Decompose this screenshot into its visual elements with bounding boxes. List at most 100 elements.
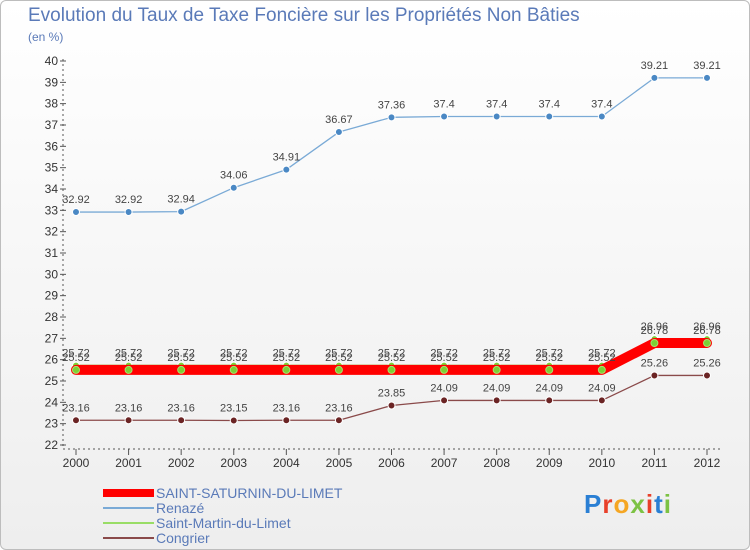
legend: SAINT-SATURNIN-DU-LIMETRenazéSaint-Marti…: [103, 485, 343, 546]
x-tick-label: 2005: [326, 456, 353, 470]
data-point: [334, 365, 343, 374]
data-label: 25.72: [430, 348, 458, 360]
data-point: [597, 112, 606, 121]
data-point: [72, 208, 80, 217]
data-point: [545, 365, 554, 374]
data-label: 25.52: [483, 352, 511, 364]
x-tick-label: 2001: [115, 456, 142, 470]
series-layer: [71, 73, 712, 425]
data-point: [492, 112, 501, 121]
data-label: 34.06: [220, 170, 248, 182]
data-label: 25.72: [535, 348, 563, 360]
data-label: 25.72: [62, 348, 90, 360]
data-label: 24.09: [430, 382, 458, 394]
data-label: 25.72: [325, 348, 353, 360]
logo-letter: x: [630, 489, 646, 519]
x-tick-label: 2010: [588, 456, 615, 470]
y-tick-label: 34: [45, 182, 59, 196]
y-tick-label: 23: [45, 417, 59, 431]
legend-label: Renazé: [156, 500, 204, 516]
data-label: 24.09: [588, 382, 616, 394]
data-point: [282, 416, 291, 425]
data-label: 23.16: [62, 402, 90, 414]
y-tick-label: 32: [45, 225, 59, 239]
x-tick-label: 2011: [642, 456, 668, 470]
logo-letter: r: [602, 489, 614, 519]
data-label: 23.16: [273, 402, 301, 414]
data-label: 32.92: [115, 194, 143, 206]
data-point: [334, 416, 343, 425]
logo-letter: o: [613, 489, 631, 519]
data-point: [72, 416, 80, 425]
data-point: [282, 165, 291, 174]
y-tick-label: 29: [45, 289, 59, 303]
data-label: 25.72: [167, 348, 195, 360]
data-point: [177, 365, 186, 374]
y-tick-label: 33: [45, 203, 59, 217]
data-label: 25.72: [588, 348, 616, 360]
data-point: [229, 365, 238, 374]
x-tick-label: 2007: [431, 456, 458, 470]
data-label: 37.36: [378, 99, 406, 111]
data-point: [282, 365, 291, 374]
data-label: 25.72: [220, 348, 248, 360]
data-label: 26.78: [641, 325, 669, 337]
chart-title: Evolution du Taux de Taxe Foncière sur l…: [28, 5, 580, 26]
data-point: [387, 365, 396, 374]
data-point: [545, 396, 554, 405]
y-tick-label: 38: [45, 97, 59, 111]
data-point: [124, 208, 133, 217]
data-label: 24.09: [483, 382, 511, 394]
data-point: [334, 128, 343, 137]
data-label: 37.4: [433, 98, 454, 110]
y-tick-label: 26: [45, 353, 59, 367]
legend-label: Congrier: [156, 530, 210, 546]
data-label: 32.92: [62, 194, 90, 206]
x-tick-label: 2009: [536, 456, 563, 470]
x-tick-label: 2000: [63, 456, 90, 470]
y-tick-label: 39: [45, 75, 59, 89]
data-label: 25.52: [220, 352, 248, 364]
data-point: [124, 416, 133, 425]
logo-letter: i: [663, 489, 672, 519]
data-label: 37.4: [486, 98, 507, 110]
x-tick-label: 2004: [273, 456, 300, 470]
y-tick-label: 27: [45, 331, 59, 345]
y-tick-label: 30: [45, 267, 59, 281]
data-label: 25.72: [115, 348, 143, 360]
data-label: 25.52: [588, 352, 616, 364]
data-point: [703, 339, 711, 348]
data-label: 23.16: [325, 402, 353, 414]
y-tick-label: 40: [45, 54, 59, 68]
data-label: 25.72: [483, 348, 511, 360]
data-point: [492, 396, 501, 405]
data-point: [387, 401, 396, 410]
data-label: 25.52: [430, 352, 458, 364]
value-labels: 25.52 25.52 25.52 25.52 25.52 25.52 25.52 25.52…: [62, 60, 721, 415]
data-point: [72, 365, 80, 374]
proxiti-logo: Proxiti: [584, 489, 672, 520]
y-tick-label: 24: [45, 395, 59, 409]
x-tick-label: 2003: [220, 456, 247, 470]
data-point: [124, 365, 133, 374]
data-point: [229, 183, 238, 192]
legend-label: Saint-Martin-du-Limet: [156, 515, 291, 531]
data-label: 25.52: [325, 352, 353, 364]
data-label: 25.52: [273, 352, 301, 364]
y-tick-label: 22: [45, 438, 59, 452]
data-point: [229, 416, 238, 425]
data-label: 37.4: [539, 98, 560, 110]
data-point: [650, 371, 659, 380]
data-label: 25.52: [378, 352, 406, 364]
data-point: [440, 396, 449, 405]
data-label: 36.67: [325, 114, 353, 126]
data-label: 25.72: [273, 348, 301, 360]
data-label: 25.52: [167, 352, 195, 364]
data-point: [440, 365, 449, 374]
data-label: 23.16: [167, 402, 195, 414]
x-tick-label: 2002: [168, 456, 195, 470]
axes: 22 23 24 25 26 27 28 29 30 31 32 33 34 35 36 37 38 39 40 20…: [45, 54, 721, 470]
data-label: 34.91: [273, 152, 301, 164]
y-tick-label: 37: [45, 118, 59, 132]
